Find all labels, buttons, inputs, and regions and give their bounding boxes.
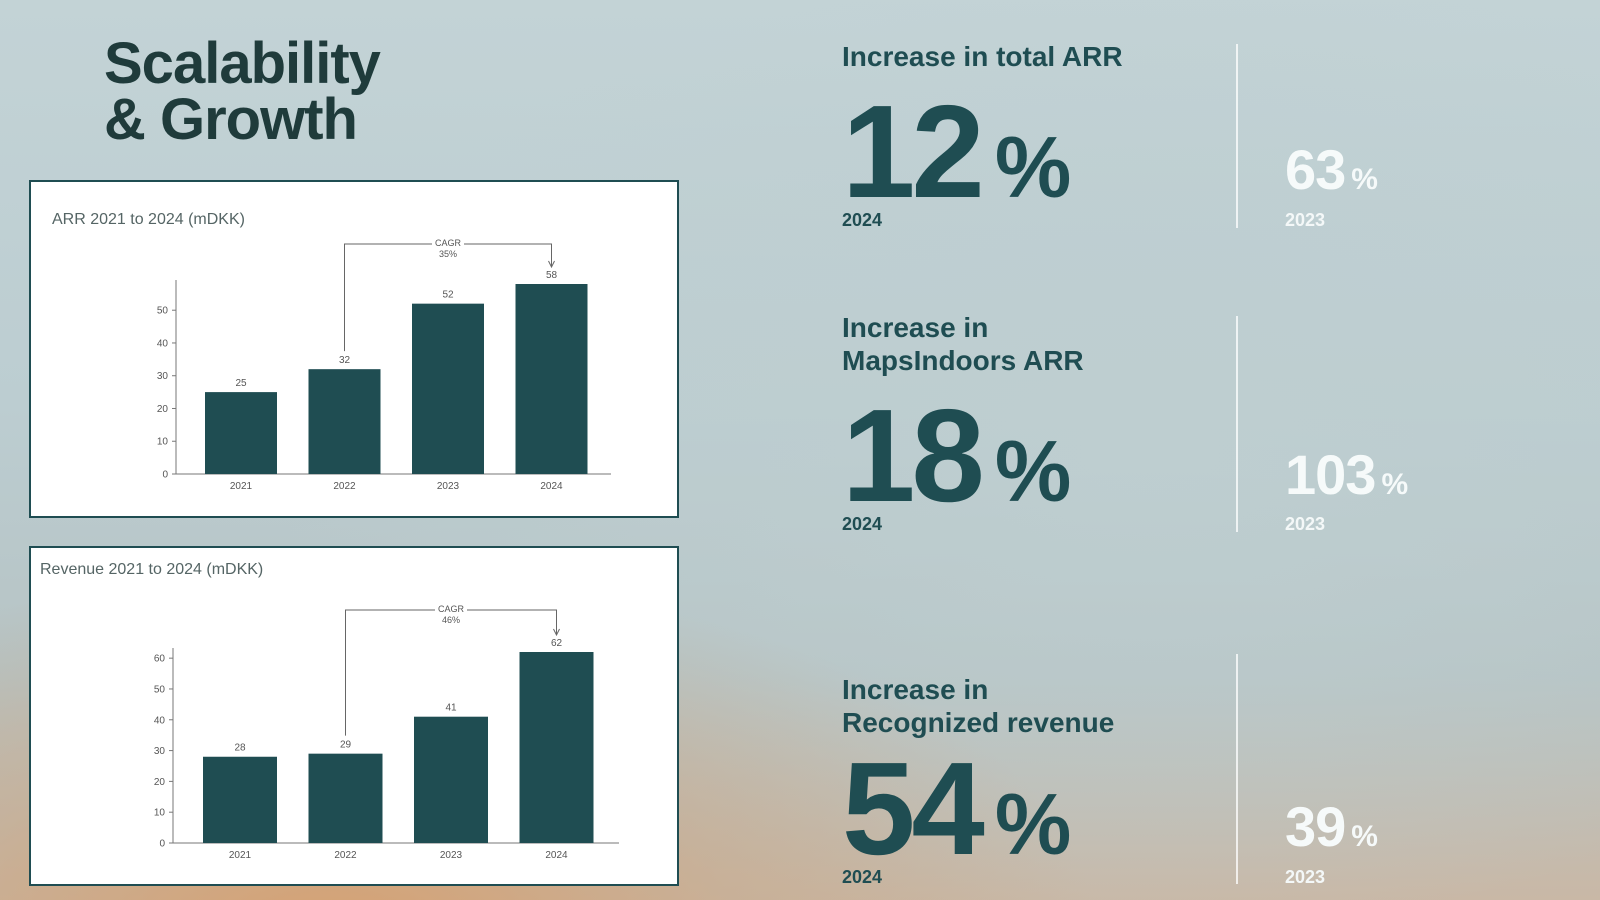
metric-total-arr-prev-unit: % (1351, 163, 1378, 196)
y-tick-label: 10 (154, 808, 166, 819)
cagr-value: 35% (439, 249, 457, 259)
metric-recognized-revenue-prev-value: 39% (1285, 799, 1378, 865)
x-tick-label: 2023 (440, 850, 463, 861)
bar-2022 (308, 369, 381, 474)
metric-recognized-revenue-number: 54 (842, 735, 985, 882)
metric-total-arr-prev-year: 2023 (1285, 210, 1326, 230)
metric-total-arr-heading: Increase in total ARR (842, 40, 1123, 73)
y-tick-label: 0 (159, 839, 165, 850)
x-tick-label: 2023 (437, 481, 460, 492)
cagr-label-background (435, 603, 467, 629)
bar-2023 (412, 303, 484, 474)
chart-title: Revenue 2021 to 2024 (mDKK) (40, 561, 263, 578)
x-tick-label: 2021 (230, 481, 253, 492)
metric-mapsindoors-arr-heading-line-2: MapsIndoors ARR (842, 345, 1084, 376)
chart-title: ARR 2021 to 2024 (mDKK) (52, 211, 245, 228)
metric-mapsindoors-arr-value: 18% (842, 390, 1071, 538)
metric-mapsindoors-arr-number: 18 (842, 382, 985, 529)
page-title: Scalability & Growth (104, 31, 381, 152)
metric-mapsindoors-arr-heading-line-1: Increase in (842, 312, 989, 343)
bar-value-label: 41 (445, 703, 457, 714)
bar-value-label: 58 (546, 270, 558, 281)
bar-2024 (519, 652, 594, 843)
metric-mapsindoors-arr-unit: % (994, 424, 1072, 520)
metric-recognized-revenue-heading-line-1: Increase in (842, 674, 989, 705)
bar-value-label: 32 (339, 355, 351, 366)
arr-chart-panel: ARR 2021 to 2024 (mDKK) 0 10 20 30 40 50 25 2021… (29, 180, 679, 518)
bar-value-label: 62 (551, 638, 563, 649)
metric-mapsindoors-arr-year: 2024 (842, 514, 883, 534)
metric-mapsindoors-arr-prev-unit: % (1381, 468, 1409, 501)
revenue-chart-panel: Revenue 2021 to 2024 (mDKK) 0 10 20 30 40 50 60… (29, 546, 679, 886)
cagr-arrow-head (553, 628, 560, 637)
metric-recognized-revenue-value: 54% (842, 743, 1071, 891)
cagr-label-background (432, 237, 464, 263)
metric-total-arr-divider (1236, 44, 1238, 228)
y-tick-label: 50 (154, 684, 166, 695)
cagr-value: 46% (442, 615, 460, 625)
bar-value-label: 52 (442, 290, 454, 301)
metric-total-arr-number: 12 (842, 78, 985, 225)
metric-total-arr-unit: % (994, 120, 1072, 216)
metric-mapsindoors-arr-divider (1236, 316, 1238, 532)
bar-value-label: 28 (234, 743, 246, 754)
bar-value-label: 29 (340, 740, 352, 751)
arr-bar-chart: ARR 2021 to 2024 (mDKK) 0 10 20 30 40 50 25 2021… (52, 211, 611, 492)
bar-2021 (203, 756, 277, 843)
bar-2022 (308, 753, 383, 843)
y-tick-label: 20 (157, 404, 169, 415)
y-tick-label: 60 (154, 654, 166, 665)
metric-mapsindoors-arr-prev-number: 103 (1285, 443, 1376, 506)
metric-recognized-revenue-prev-number: 39 (1285, 795, 1346, 858)
cagr-arrow-head (548, 260, 555, 269)
x-tick-label: 2022 (334, 850, 357, 861)
bar-2024 (515, 284, 588, 474)
metric-mapsindoors-arr-prev-year: 2023 (1285, 514, 1326, 534)
metric-recognized-revenue-heading: Increase in Recognized revenue (842, 673, 1114, 739)
metric-mapsindoors-arr-prev-value: 103% (1285, 447, 1408, 513)
x-tick-label: 2021 (229, 850, 252, 861)
y-tick-label: 50 (157, 306, 169, 317)
cagr-label: CAGR (435, 238, 462, 248)
y-tick-label: 20 (154, 777, 166, 788)
page-title-line-2: & Growth (104, 87, 358, 152)
x-tick-label: 2022 (333, 481, 356, 492)
bar-value-label: 25 (235, 378, 247, 389)
metric-total-arr-value: 12% (842, 86, 1071, 234)
metric-total-arr-prev-number: 63 (1285, 138, 1346, 201)
y-tick-label: 40 (154, 715, 166, 726)
metric-recognized-revenue-heading-line-2: Recognized revenue (842, 707, 1115, 738)
y-tick-label: 0 (162, 470, 168, 481)
cagr-label: CAGR (438, 604, 465, 614)
metric-total-arr-year: 2024 (842, 210, 883, 230)
page-title-line-1: Scalability (104, 31, 381, 96)
bar-2021 (205, 392, 277, 474)
y-tick-label: 40 (157, 338, 169, 349)
revenue-bar-chart: Revenue 2021 to 2024 (mDKK) 0 10 20 30 40 50 60… (40, 561, 619, 861)
metric-recognized-revenue-divider (1236, 654, 1238, 884)
bar-2023 (414, 716, 488, 843)
y-tick-label: 10 (157, 437, 169, 448)
x-tick-label: 2024 (540, 481, 563, 492)
metric-total-arr-prev-value: 63% (1285, 142, 1378, 208)
x-tick-label: 2024 (545, 850, 568, 861)
y-tick-label: 30 (157, 371, 169, 382)
y-tick-label: 30 (154, 746, 166, 757)
metric-recognized-revenue-year: 2024 (842, 867, 883, 887)
metric-recognized-revenue-prev-unit: % (1351, 820, 1378, 853)
metric-recognized-revenue-prev-year: 2023 (1285, 867, 1326, 887)
metric-total-arr-heading-line-1: Increase in total ARR (842, 41, 1123, 72)
metric-mapsindoors-arr-heading: Increase in MapsIndoors ARR (842, 311, 1084, 377)
metric-recognized-revenue-unit: % (994, 777, 1072, 873)
